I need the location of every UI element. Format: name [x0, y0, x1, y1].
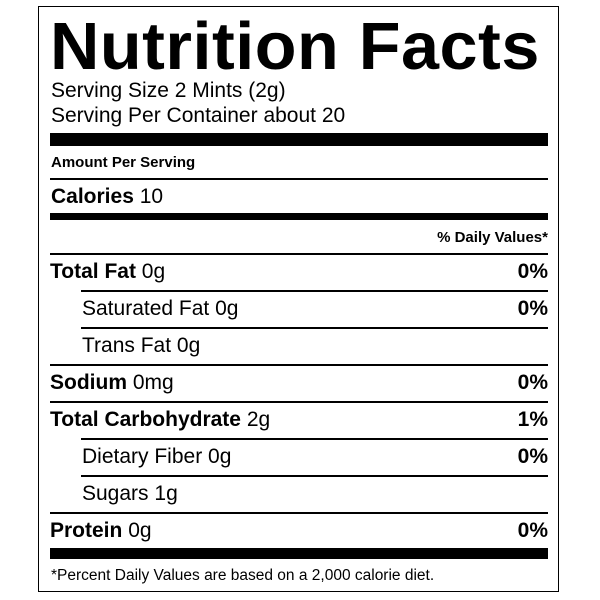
- divider: [81, 290, 548, 292]
- servings-per-container: Serving Per Container about 20: [51, 104, 346, 127]
- nutrient-amount: 1g: [154, 482, 178, 505]
- thick-divider: [50, 133, 548, 146]
- divider: [50, 512, 548, 514]
- amount-per-serving: Amount Per Serving: [51, 154, 196, 171]
- divider: [81, 327, 548, 329]
- calories-label: Calories: [51, 185, 134, 208]
- nutrient-row-total-carbohydrate: Total Carbohydrate 2g 1%: [50, 402, 548, 439]
- nutrient-row-sodium: Sodium 0mg 0%: [50, 365, 548, 402]
- medium-divider: [50, 213, 548, 220]
- nutrient-row-protein: Protein 0g 0%: [50, 513, 548, 550]
- nutrient-row-trans-fat: Trans Fat 0g: [50, 328, 548, 365]
- nutrient-label: Dietary Fiber: [82, 445, 203, 468]
- nutrition-label-border: [38, 6, 559, 592]
- calories-row: Calories 10: [51, 185, 163, 209]
- nutrient-row-sugars: Sugars 1g: [50, 476, 548, 513]
- divider: [50, 401, 548, 403]
- nutrient-dv: 0%: [517, 445, 548, 468]
- nutrient-label: Protein: [50, 519, 123, 542]
- nutrient-label: Trans Fat: [82, 334, 172, 357]
- label-title: Nutrition Facts: [50, 9, 540, 84]
- nutrient-row-saturated-fat: Saturated Fat 0g 0%: [50, 291, 548, 328]
- nutrient-dv: 0%: [517, 297, 548, 320]
- divider: [81, 475, 548, 477]
- calories-value: 10: [139, 185, 164, 208]
- nutrient-amount: 0g: [141, 260, 166, 283]
- nutrient-amount: 0mg: [132, 371, 174, 394]
- nutrient-amount: 0g: [215, 297, 239, 320]
- nutrient-dv: 0%: [517, 519, 548, 542]
- daily-values-header: % Daily Values*: [437, 229, 548, 246]
- nutrient-amount: 0g: [208, 445, 232, 468]
- nutrient-row-dietary-fiber: Dietary Fiber 0g 0%: [50, 439, 548, 476]
- divider: [81, 438, 548, 440]
- nutrient-label: Saturated Fat: [82, 297, 210, 320]
- nutrient-amount: 0g: [128, 519, 152, 542]
- footnote: *Percent Daily Values are based on a 2,0…: [51, 567, 435, 584]
- nutrient-label: Sugars: [82, 482, 149, 505]
- thick-divider: [50, 548, 548, 559]
- nutrient-dv: 0%: [517, 371, 548, 394]
- divider: [50, 364, 548, 366]
- divider: [50, 253, 548, 255]
- nutrient-dv: 1%: [517, 408, 548, 431]
- divider: [50, 178, 548, 180]
- nutrient-label: Total Fat: [50, 260, 136, 283]
- nutrient-amount: 0g: [176, 334, 201, 357]
- nutrient-label: Total Carbohydrate: [50, 408, 241, 431]
- nutrient-row-total-fat: Total Fat 0g 0%: [50, 254, 548, 291]
- serving-size: Serving Size 2 Mints (2g): [51, 79, 286, 102]
- nutrient-dv: 0%: [517, 260, 548, 283]
- nutrient-amount: 2g: [246, 408, 271, 431]
- nutrient-label: Sodium: [50, 371, 127, 394]
